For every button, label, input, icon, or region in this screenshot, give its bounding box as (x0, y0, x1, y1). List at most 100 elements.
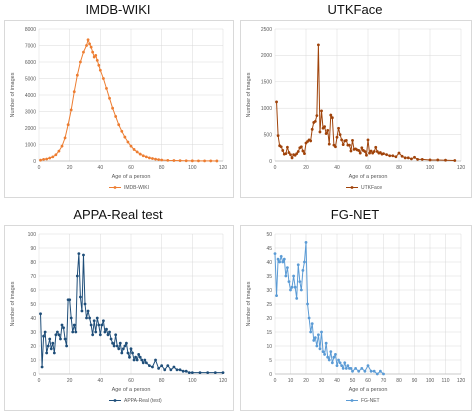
data-point (135, 150, 139, 154)
y-tick-label: 40 (30, 316, 36, 322)
legend-swatch-marker (113, 399, 117, 402)
data-point (203, 159, 207, 163)
data-point (372, 369, 376, 373)
data-point (282, 257, 286, 261)
data-point (172, 365, 176, 369)
data-point (54, 153, 58, 157)
data-point (141, 361, 145, 365)
x-tick-label: 80 (159, 165, 165, 171)
data-point (51, 155, 55, 159)
data-point (175, 368, 179, 372)
data-point (313, 120, 317, 123)
x-tick-label: 40 (98, 378, 104, 384)
x-tick-label: 20 (303, 378, 309, 384)
data-point (178, 159, 182, 163)
data-point (329, 113, 333, 117)
data-point (134, 355, 138, 359)
data-point (428, 158, 432, 162)
x-tick-label: 60 (128, 378, 134, 384)
imdb-wiki-line-chart: 0 1000 2000 3000 4000 5000 6000 7000 8000 0 20 40 60… (10, 27, 227, 191)
y-tick-label: 0 (33, 372, 36, 378)
y-axis-label: Number of images (246, 281, 252, 326)
data-point (444, 158, 447, 162)
legend-swatch-marker (350, 186, 354, 189)
data-point (391, 154, 395, 158)
x-tick-label: 100 (426, 165, 435, 171)
x-tick-label: 50 (350, 378, 356, 384)
data-point (144, 155, 148, 159)
data-point (75, 274, 79, 278)
data-point (57, 333, 61, 337)
data-point (57, 149, 61, 153)
data-point (206, 371, 210, 374)
data-point (103, 330, 107, 334)
data-point (410, 157, 413, 161)
data-point (157, 367, 161, 370)
data-point (105, 87, 108, 90)
data-point (40, 365, 44, 369)
y-axis-label: Number of images (10, 281, 16, 326)
data-point (45, 157, 49, 161)
chart-title: FG-NET (330, 207, 380, 222)
data-point (301, 149, 305, 153)
data-point (132, 358, 136, 362)
data-point (394, 155, 398, 159)
x-tick-label: 0 (38, 165, 41, 171)
data-point (48, 156, 52, 160)
data-point (363, 150, 367, 153)
data-point (106, 333, 110, 337)
data-point (123, 135, 127, 139)
chart-panel-appa-real: APPA-Real test 0 10 20 30 40 50 60 70 80 90 100 0 20… (2, 207, 234, 411)
y-tick-label: 20 (30, 344, 36, 350)
data-point (85, 316, 88, 320)
data-point (112, 344, 116, 348)
data-point (100, 323, 104, 327)
data-point (413, 155, 416, 159)
data-point (275, 294, 278, 297)
data-point (154, 157, 157, 161)
data-point (43, 330, 47, 334)
y-tick-label: 1500 (261, 80, 272, 86)
data-point (178, 368, 182, 372)
data-point (330, 116, 334, 120)
y-tick-label: 2000 (261, 53, 272, 59)
data-point (163, 368, 167, 372)
appa-real-line-chart: 0 10 20 30 40 50 60 70 80 90 100 0 20 40 60 80 100 120 Age… (10, 232, 227, 404)
data-point (366, 138, 370, 142)
data-point (102, 77, 105, 80)
data-point (276, 134, 280, 138)
data-point (403, 156, 407, 160)
x-tick-label: 0 (274, 165, 277, 171)
data-point (375, 372, 379, 376)
x-axis-label: Age of a person (112, 174, 151, 180)
data-point (60, 323, 64, 327)
data-point (317, 333, 320, 337)
data-point (312, 339, 316, 342)
data-point (368, 151, 371, 155)
data-point (120, 351, 124, 355)
data-point (341, 143, 345, 147)
data-point (279, 145, 283, 149)
data-point (72, 323, 76, 327)
data-point (369, 369, 373, 373)
x-tick-label: 60 (365, 165, 371, 171)
data-point (89, 323, 93, 327)
data-point (329, 350, 333, 353)
data-point (332, 355, 336, 359)
data-point (126, 140, 130, 144)
data-point (114, 333, 118, 337)
data-point (303, 260, 306, 264)
data-point (129, 347, 133, 351)
y-tick-label: 80 (30, 260, 36, 266)
data-point (324, 341, 328, 345)
data-point (385, 153, 388, 157)
data-point (318, 347, 322, 351)
data-point (306, 302, 309, 306)
data-point (148, 156, 151, 160)
x-tick-label: 20 (67, 165, 73, 171)
chart-panel-imdb-wiki: IMDB-WIKI 0 1000 2000 3000 4000 5000 6000 7000 8… (2, 2, 234, 198)
data-point (338, 133, 342, 136)
x-tick-label: 120 (457, 378, 466, 384)
data-point (310, 127, 314, 131)
data-point (94, 330, 98, 334)
